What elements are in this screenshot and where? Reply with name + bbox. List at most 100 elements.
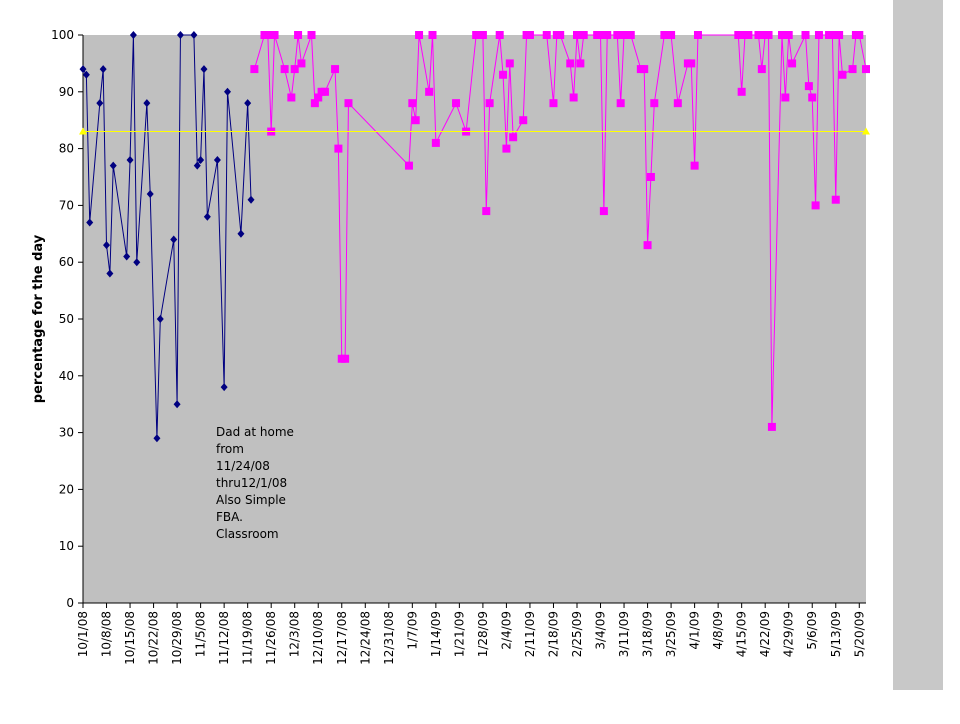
- point: [200, 65, 208, 74]
- point: [106, 269, 114, 278]
- point: [156, 315, 164, 323]
- point: [280, 65, 289, 74]
- annotation-line: FBA.: [216, 510, 243, 524]
- x-tick-label: 10/8/08: [100, 611, 114, 657]
- point: [109, 161, 117, 170]
- x-tick-label: 11/26/08: [264, 611, 278, 665]
- point: [176, 31, 184, 39]
- x-tick-label: 12/31/08: [382, 611, 396, 665]
- point: [263, 31, 272, 39]
- x-tick-label: 5/20/09: [852, 611, 866, 657]
- point: [482, 207, 491, 216]
- point: [103, 241, 111, 250]
- point: [693, 31, 702, 39]
- annotation-line: from: [216, 442, 244, 456]
- point: [190, 31, 198, 39]
- point: [290, 65, 299, 74]
- point: [129, 31, 137, 39]
- point: [613, 31, 622, 39]
- point: [808, 93, 817, 102]
- y-tick-label: 60: [59, 255, 74, 269]
- point: [855, 31, 864, 39]
- point: [804, 82, 813, 91]
- point: [599, 207, 608, 216]
- x-tick-label: 1/21/09: [452, 611, 466, 657]
- point: [170, 235, 178, 244]
- point: [237, 229, 245, 238]
- point: [96, 99, 104, 108]
- point: [320, 87, 329, 96]
- point: [838, 70, 847, 79]
- point: [784, 31, 793, 39]
- series-line: [253, 33, 867, 427]
- point: [754, 31, 763, 39]
- point: [737, 87, 746, 96]
- point: [213, 155, 221, 164]
- point: [505, 59, 514, 68]
- y-tick-label: 70: [59, 198, 74, 212]
- point: [331, 65, 340, 74]
- point: [781, 93, 790, 102]
- point: [525, 31, 534, 39]
- point: [542, 31, 551, 39]
- point: [667, 31, 676, 39]
- x-tick-label: 1/28/09: [476, 611, 490, 657]
- point: [334, 144, 343, 153]
- point: [404, 161, 413, 170]
- point: [197, 155, 205, 164]
- point: [428, 31, 437, 39]
- annotation: Dad at home from 11/24/08 thru12/1/08 Also S…: [216, 425, 294, 541]
- y-tick-label: 20: [59, 482, 74, 496]
- point: [566, 59, 575, 68]
- y-tick-label: 30: [59, 426, 74, 440]
- x-tick-label: 5/13/09: [829, 611, 843, 657]
- point: [814, 31, 823, 39]
- point: [643, 241, 652, 250]
- point: [603, 31, 612, 39]
- point: [82, 70, 90, 79]
- x-tick-label: 11/5/08: [194, 611, 208, 657]
- annotation-line: thru12/1/08: [216, 476, 287, 490]
- point: [79, 127, 87, 135]
- x-tick-label: 1/7/09: [405, 611, 419, 650]
- point: [495, 31, 504, 39]
- x-tick-label: 2/25/09: [570, 611, 584, 657]
- point: [123, 252, 131, 261]
- annotation-line: 11/24/08: [216, 459, 270, 473]
- x-tick-label: 12/17/08: [335, 611, 349, 665]
- y-tick-label: 10: [59, 539, 74, 553]
- point: [86, 218, 94, 227]
- point: [270, 31, 279, 39]
- point: [411, 116, 420, 125]
- annotation-line: Also Simple: [216, 493, 286, 507]
- point: [569, 93, 578, 102]
- x-tick-label: 10/1/08: [76, 611, 90, 657]
- point: [848, 65, 857, 74]
- point: [519, 116, 528, 125]
- point: [673, 99, 682, 108]
- x-tick-label: 4/29/09: [782, 611, 796, 657]
- point: [297, 59, 306, 68]
- point: [650, 99, 659, 108]
- series-line: [82, 34, 252, 439]
- point: [811, 201, 820, 210]
- point: [173, 400, 181, 409]
- point: [777, 31, 786, 39]
- x-tick-label: 4/22/09: [758, 611, 772, 657]
- y-tick-label: 0: [66, 596, 74, 610]
- point: [616, 99, 625, 108]
- x-tick-label: 12/24/08: [358, 611, 372, 665]
- point: [576, 59, 585, 68]
- x-tick-label: 10/29/08: [170, 611, 184, 665]
- point: [153, 434, 161, 443]
- point: [828, 31, 837, 39]
- point: [133, 258, 141, 267]
- x-tick-label: 4/8/09: [711, 611, 725, 650]
- point: [767, 422, 776, 431]
- point: [764, 31, 773, 39]
- point: [549, 99, 558, 108]
- y-tick-label: 80: [59, 142, 74, 156]
- x-tick-label: 4/15/09: [735, 611, 749, 657]
- y-tick-label: 40: [59, 369, 74, 383]
